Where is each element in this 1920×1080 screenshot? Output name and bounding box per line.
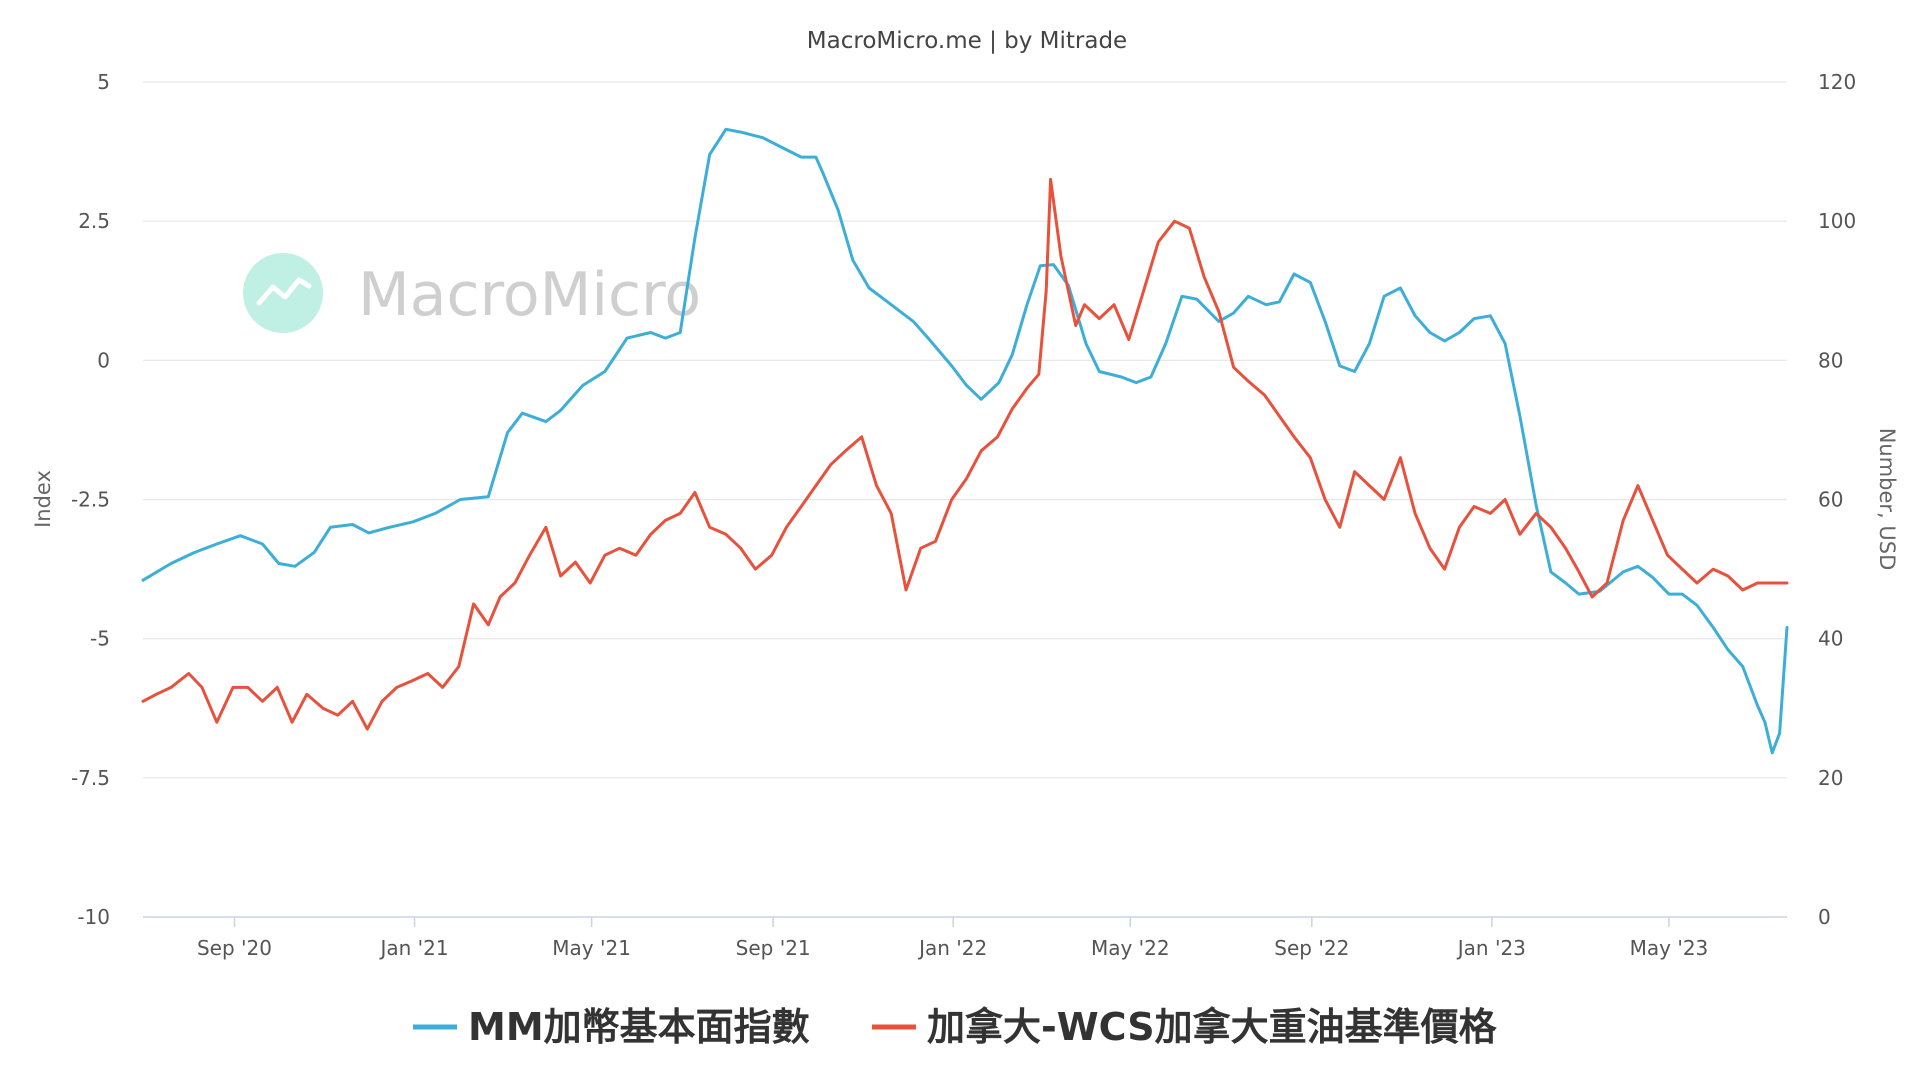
y-right-tick-label: 120 bbox=[1818, 70, 1856, 94]
y-axis-right-title: Number, USD bbox=[1875, 428, 1899, 571]
y-left-tick-label: 5 bbox=[97, 70, 110, 94]
y-axis-left-title: Index bbox=[31, 470, 55, 528]
x-tick-label: Jan '22 bbox=[917, 936, 987, 960]
x-tick-label: May '23 bbox=[1630, 936, 1709, 960]
x-tick-label: Sep '22 bbox=[1274, 936, 1349, 960]
legend-label-wcs: 加拿大-WCS加拿大重油基準價格 bbox=[927, 1005, 1498, 1049]
x-axis: Sep '20 Jan '21 May '21 Sep '21 Jan '22 May '… bbox=[143, 916, 1787, 960]
y-left-tick-label: -10 bbox=[77, 905, 110, 929]
y-left-tick-label: -7.5 bbox=[71, 766, 110, 790]
x-tick-label: May '22 bbox=[1091, 936, 1170, 960]
y-axis-right: 120 100 80 60 40 20 0 bbox=[1818, 70, 1856, 929]
series-line-wcs bbox=[141, 177, 1789, 731]
y-left-tick-label: 2.5 bbox=[78, 209, 110, 233]
x-tick-label: Sep '20 bbox=[197, 936, 272, 960]
series-layer bbox=[141, 127, 1789, 755]
x-tick-label: Jan '21 bbox=[378, 936, 448, 960]
legend-item-wcs[interactable]: 加拿大-WCS加拿大重油基準價格 bbox=[872, 1005, 1498, 1049]
y-right-tick-label: 80 bbox=[1818, 348, 1843, 372]
grid-layer bbox=[143, 81, 1787, 779]
watermark: MacroMicro bbox=[243, 253, 701, 333]
watermark-text: MacroMicro bbox=[358, 260, 701, 330]
y-right-tick-label: 60 bbox=[1818, 488, 1843, 512]
chart-trend-icon-line bbox=[256, 277, 312, 306]
y-axis-left: 5 2.5 0 -2.5 -5 -7.5 -10 bbox=[71, 70, 110, 929]
x-tick-label: Sep '21 bbox=[736, 936, 811, 960]
chart-source-title: MacroMicro.me | by Mitrade bbox=[807, 28, 1127, 54]
y-right-tick-label: 40 bbox=[1818, 627, 1843, 651]
y-right-tick-label: 20 bbox=[1818, 766, 1843, 790]
x-tick-label: Jan '23 bbox=[1456, 936, 1526, 960]
y-right-tick-label: 100 bbox=[1818, 209, 1856, 233]
y-left-tick-label: -2.5 bbox=[71, 488, 110, 512]
legend: MM加幣基本面指數 加拿大-WCS加拿大重油基準價格 bbox=[413, 1005, 1498, 1049]
series-line-mm-index bbox=[141, 127, 1789, 755]
x-tick-label: May '21 bbox=[552, 936, 631, 960]
y-right-tick-label: 0 bbox=[1818, 905, 1831, 929]
y-left-tick-label: -5 bbox=[90, 627, 110, 651]
y-left-tick-label: 0 bbox=[97, 348, 110, 372]
legend-item-mm-index[interactable]: MM加幣基本面指數 bbox=[413, 1005, 810, 1049]
legend-label-mm-index: MM加幣基本面指數 bbox=[468, 1005, 810, 1049]
